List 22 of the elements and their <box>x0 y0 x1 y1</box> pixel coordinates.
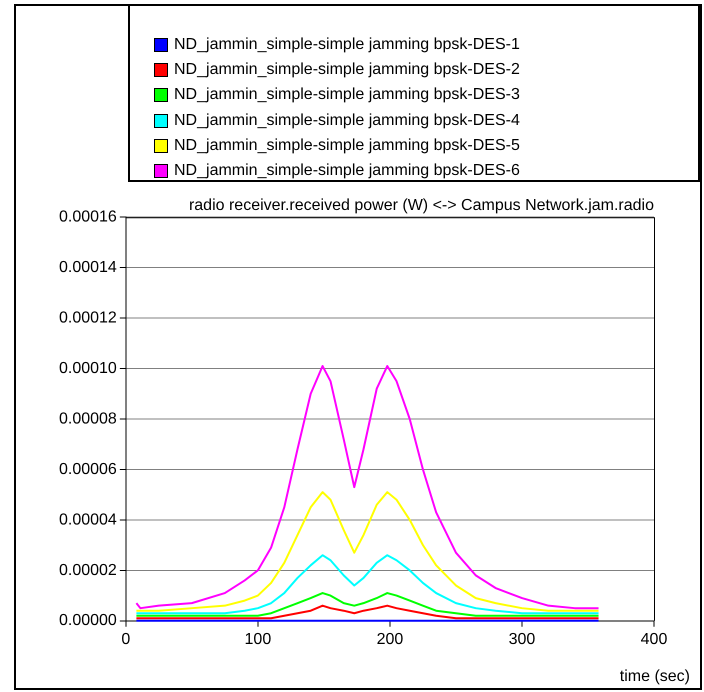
y-tick-label: 0.00000 <box>58 612 117 630</box>
x-axis-title: time (sec) <box>620 668 690 686</box>
y-tick-label: 0.00014 <box>58 259 117 276</box>
legend-label: ND_jammin_simple-simple jamming bpsk-DES-6 <box>174 162 520 180</box>
x-tick-label: 0 <box>121 630 130 648</box>
y-tick-label: 0.00012 <box>58 310 117 327</box>
x-tick-label: 400 <box>640 630 668 648</box>
legend-label: ND_jammin_simple-simple jamming bpsk-DES-1 <box>174 36 520 54</box>
y-tick-label: 0.00002 <box>58 562 117 579</box>
legend-label: ND_jammin_simple-simple jamming bpsk-DES-3 <box>174 86 520 104</box>
x-tick-label: 300 <box>508 630 536 648</box>
x-tick-label: 100 <box>244 630 272 648</box>
y-tick-label: 0.00004 <box>58 511 117 528</box>
legend-label: ND_jammin_simple-simple jamming bpsk-DES-5 <box>174 136 520 155</box>
y-tick-label: 0.00016 <box>58 208 117 226</box>
x-tick-label: 200 <box>376 630 404 648</box>
chart-title: radio receiver.received power (W) <-> Campus Network.jam.radio <box>188 197 654 214</box>
y-tick-label: 0.00010 <box>58 360 117 377</box>
legend-label: ND_jammin_simple-simple jamming bpsk-DES-2 <box>174 60 520 79</box>
legend-label: ND_jammin_simple-simple jamming bpsk-DES-4 <box>174 112 520 130</box>
y-tick-label: 0.00008 <box>58 410 117 428</box>
y-tick-label: 0.00006 <box>58 460 117 478</box>
